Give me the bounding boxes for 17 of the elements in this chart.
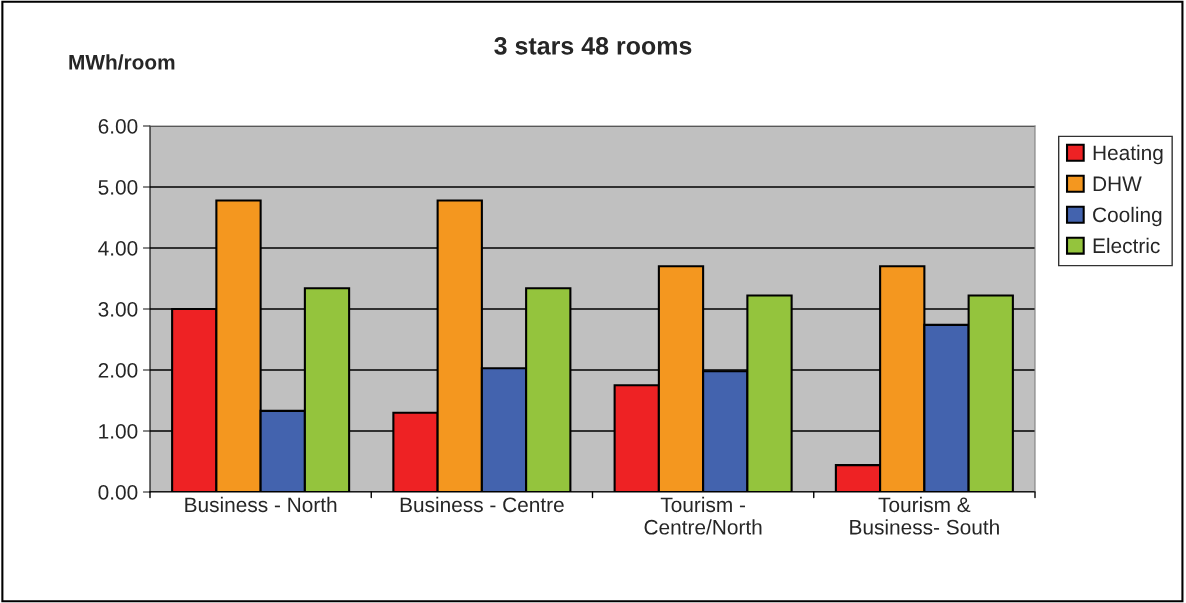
y-axis-title: MWh/room xyxy=(69,54,175,70)
y-tick-label: 5.00 xyxy=(98,180,138,195)
y-tick-label: 0.00 xyxy=(98,485,138,500)
x-tick-label: Tourism & Business- South xyxy=(850,496,999,535)
x-tick-label: Business - Centre xyxy=(400,496,564,513)
chart-title: 3 stars 48 rooms xyxy=(494,37,692,55)
legend-label: Cooling xyxy=(1093,206,1162,227)
legend-label: DHW xyxy=(1093,176,1142,191)
legend-label: Heating xyxy=(1093,144,1163,165)
y-tick-label: 2.00 xyxy=(98,363,138,378)
x-tick-label: Business - North xyxy=(185,496,337,513)
y-tick-label: 4.00 xyxy=(98,241,138,256)
x-tick-label: Tourism - Centre/North xyxy=(644,496,762,535)
y-tick-label: 6.00 xyxy=(98,119,138,134)
legend-label: Electric xyxy=(1093,237,1160,254)
y-tick-label: 1.00 xyxy=(99,424,138,439)
y-tick-label: 3.00 xyxy=(98,302,138,317)
